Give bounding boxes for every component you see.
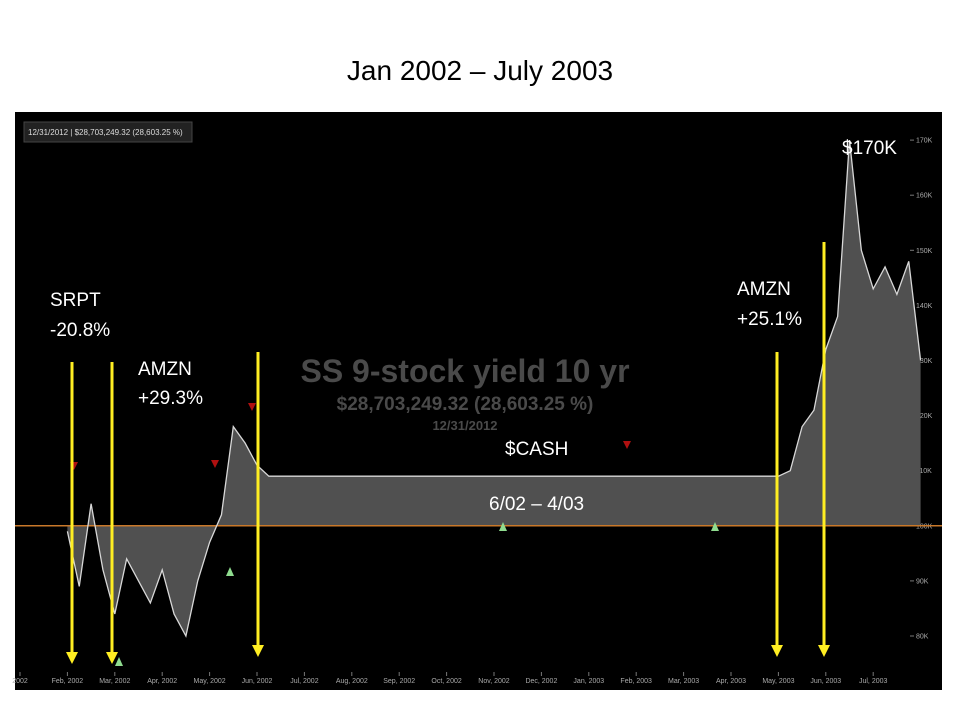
y-tick-label: 120K xyxy=(916,413,933,420)
y-tick-label: 110K xyxy=(916,468,932,475)
x-tick-label: Jun, 2003 xyxy=(810,678,841,685)
y-tick-label: 130K xyxy=(916,358,933,365)
sell-marker xyxy=(623,441,631,449)
x-tick-label: Jun, 2002 xyxy=(242,678,273,685)
screenshot-header: 12/31/2012 | $28,703,249.32 (28,603.25 %… xyxy=(28,128,183,137)
slide-title: Jan 2002 – July 2003 xyxy=(347,55,613,86)
x-tick-label: Jan, 2003 xyxy=(573,678,604,685)
header-box xyxy=(23,121,193,143)
x-tick-label: Apr, 2002 xyxy=(147,678,177,685)
annotation: +25.1% xyxy=(737,309,802,330)
buy-marker xyxy=(226,567,234,576)
buy-marker xyxy=(499,522,507,531)
x-tick-label: Jul, 2002 xyxy=(290,678,319,685)
arrow-head xyxy=(818,645,830,657)
sell-marker xyxy=(248,403,256,411)
x-tick-label: Oct, 2002 xyxy=(431,678,461,685)
x-tick-label: Dec, 2002 xyxy=(525,678,557,685)
x-tick-label: Nov, 2002 xyxy=(478,678,509,685)
y-tick-label: 100K xyxy=(916,523,933,530)
x-tick-label: Jul, 2003 xyxy=(859,678,888,685)
arrow-head xyxy=(106,652,118,664)
watermark: 12/31/2012 xyxy=(432,418,497,433)
x-tick-label: Mar, 2003 xyxy=(668,678,699,685)
y-tick-label: 80K xyxy=(916,634,929,641)
annotation: SRPT xyxy=(50,290,101,311)
annotation: 6/02 – 4/03 xyxy=(489,494,584,515)
x-tick-label: Feb, 2003 xyxy=(620,678,652,685)
y-tick-label: 90K xyxy=(916,578,929,585)
y-tick-label: 150K xyxy=(916,248,933,255)
area-fill xyxy=(67,140,921,637)
annotation: +29.3% xyxy=(138,388,203,409)
buy-marker xyxy=(711,522,719,531)
x-tick-label: Mar, 2002 xyxy=(99,678,130,685)
arrow-head xyxy=(66,652,78,664)
y-tick-label: 160K xyxy=(916,193,933,200)
y-tick-label: 170K xyxy=(916,138,933,145)
x-tick-label: Apr, 2003 xyxy=(716,678,746,685)
plot: 80K 90K 100K 110K 120K 130K 140K 150K 160K 170K 20… xyxy=(12,138,942,685)
y-tick-label: 140K xyxy=(916,303,933,310)
x-tick-label: Sep, 2002 xyxy=(383,678,415,685)
x-tick-label: May, 2003 xyxy=(762,678,794,685)
buy-markers xyxy=(115,522,719,666)
arrow-head xyxy=(771,645,783,657)
annotation: AMZN xyxy=(138,359,192,380)
arrow-head xyxy=(252,645,264,657)
trade-arrows xyxy=(66,242,830,664)
annotations: SRPT -20.8% AMZN +29.3% AMZN +25.1% $CASH 6/02 … xyxy=(50,138,897,515)
buy-marker xyxy=(115,657,123,666)
watermark: SS 9-stock yield 10 yr xyxy=(300,353,629,389)
watermark: $28,703,249.32 (28,603.25 %) xyxy=(337,394,594,415)
x-tick-label: Aug, 2002 xyxy=(336,678,368,685)
annotation: $170K xyxy=(842,138,897,159)
x-tick-label: May, 2002 xyxy=(194,678,226,685)
x-tick-label: 2002 xyxy=(12,678,28,685)
annotation: $CASH xyxy=(505,439,568,460)
x-tick-label: Feb, 2002 xyxy=(52,678,84,685)
annotation: -20.8% xyxy=(50,320,110,341)
annotation: AMZN xyxy=(737,279,791,300)
sell-marker xyxy=(211,460,219,468)
